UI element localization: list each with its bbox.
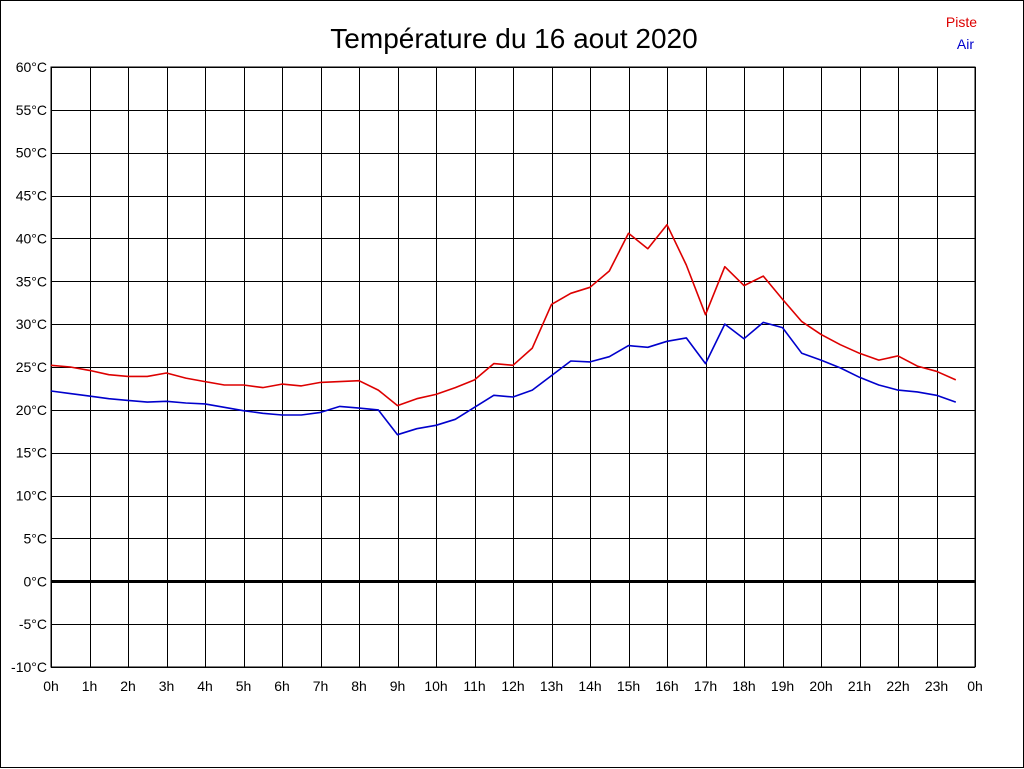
y-tick-label: 50°C [16, 145, 47, 161]
y-tick-label: -10°C [11, 659, 47, 675]
x-tick-label: 17h [694, 678, 717, 694]
y-tick-label: 35°C [16, 273, 47, 289]
y-tick-label: -5°C [19, 616, 47, 632]
series-line-air [50, 321, 957, 436]
y-tick-label: 20°C [16, 402, 47, 418]
x-tick-label: 5h [236, 678, 252, 694]
y-tick-label: 60°C [16, 59, 47, 75]
legend: Piste Air [946, 14, 977, 52]
x-tick-label: 1h [82, 678, 98, 694]
x-tick-label: 13h [540, 678, 563, 694]
y-tick-label: 40°C [16, 230, 47, 246]
x-tick-label: 7h [313, 678, 329, 694]
series-line-piste [50, 223, 957, 407]
legend-label-piste: Piste [946, 14, 977, 30]
x-tick-label: 21h [848, 678, 871, 694]
x-tick-label: 6h [274, 678, 290, 694]
x-tick-label: 9h [390, 678, 406, 694]
y-tick-label: 30°C [16, 316, 47, 332]
y-tick-label: 55°C [16, 102, 47, 118]
y-axis-tick-labels: 60°C 55°C 50°C 45°C 40°C 35°C 30°C 25°C 20°C 15°C… [11, 59, 47, 675]
x-tick-label: 2h [120, 678, 136, 694]
chart-title: Température du 16 aout 2020 [330, 23, 697, 54]
series-lines [50, 223, 957, 436]
y-tick-label: 25°C [16, 359, 47, 375]
x-tick-label: 22h [886, 678, 909, 694]
x-axis-tick-labels: 0h 1h 2h 3h 4h 5h 6h 7h 8h 9h 10h 11h 12h 13h 14h 15h 16… [43, 678, 983, 694]
x-tick-label: 16h [655, 678, 678, 694]
legend-label-air: Air [957, 36, 974, 52]
x-tick-label: 10h [424, 678, 447, 694]
x-tick-label: 0h [43, 678, 59, 694]
x-tick-label: 19h [771, 678, 794, 694]
chart-grid [50, 66, 976, 668]
y-tick-label: 10°C [16, 488, 47, 504]
x-tick-label: 3h [159, 678, 175, 694]
x-tick-label: 15h [617, 678, 640, 694]
x-tick-label: 20h [809, 678, 832, 694]
y-tick-label: 15°C [16, 445, 47, 461]
x-tick-label: 18h [732, 678, 755, 694]
x-tick-label: 23h [925, 678, 948, 694]
y-tick-label: 0°C [24, 573, 48, 589]
y-tick-label: 5°C [24, 530, 48, 546]
x-tick-label: 14h [578, 678, 601, 694]
y-tick-label: 45°C [16, 188, 47, 204]
x-tick-label: 11h [463, 678, 485, 694]
x-tick-label: 0h [967, 678, 983, 694]
x-tick-label: 4h [197, 678, 213, 694]
x-tick-label: 12h [501, 678, 524, 694]
x-tick-label: 8h [351, 678, 367, 694]
